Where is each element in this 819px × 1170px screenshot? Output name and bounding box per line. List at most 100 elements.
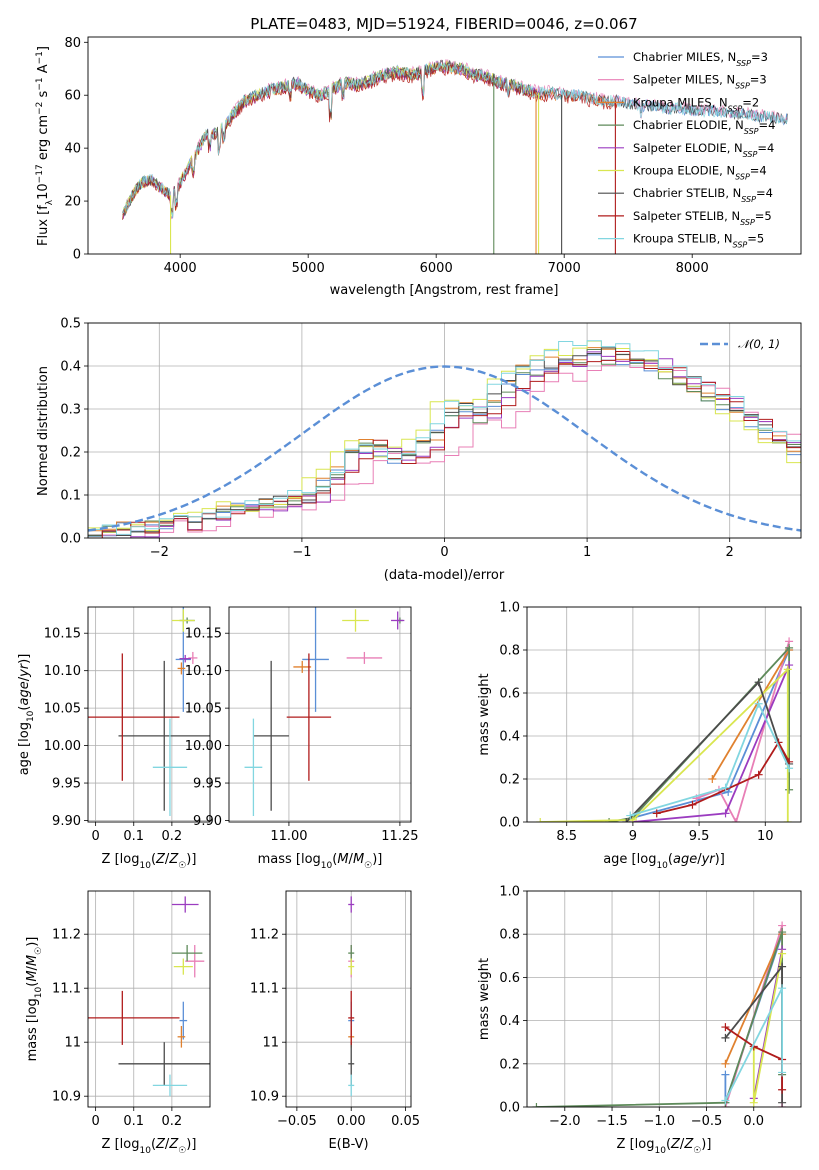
plot-area	[536, 637, 794, 822]
y-tick-label: 0.1	[60, 489, 81, 504]
x-tick-label: −1	[292, 545, 311, 560]
y-tick-label: 9.90	[193, 814, 222, 829]
label-part: age [log	[603, 852, 656, 867]
weight-marker	[626, 811, 635, 820]
grid-lines	[88, 891, 210, 1107]
weight-marker	[622, 818, 631, 822]
y-tick-label: 10.00	[44, 739, 81, 754]
histogram-step	[88, 340, 801, 533]
ticks: 4000 5000 6000 7000 8000 0 20 40 60 80	[64, 36, 708, 276]
weight-marker	[778, 949, 787, 958]
y-tick-label: 9.95	[193, 777, 222, 792]
label-part: wavelength [Angstrom, rest frame]	[330, 283, 559, 298]
label-part: Z	[155, 1137, 166, 1152]
x-axis-label: Z [log10(Z/Z☉)]	[102, 1137, 197, 1156]
y-axis-label: Normed distribution	[36, 366, 51, 496]
label-part: )]	[715, 852, 725, 867]
x-tick-label: −0.5	[691, 1114, 723, 1129]
x-tick-label: 0	[91, 1114, 99, 1129]
histogram-step	[88, 351, 801, 538]
y-tick-label: 10.05	[185, 702, 222, 717]
axes-frame	[526, 606, 802, 823]
y-tick-label: 11	[262, 1036, 279, 1051]
y-tick-label: 11.1	[250, 982, 279, 997]
label-part: 10	[34, 986, 44, 998]
legend-label-count: =2	[742, 95, 759, 109]
y-tick-label: 1.0	[499, 601, 520, 616]
y-tick-label: 10.10	[185, 664, 222, 679]
legend-label-count: =4	[757, 141, 774, 155]
legend-label-text: Chabrier MILES, N	[633, 50, 736, 64]
x-tick-label: 0.1	[123, 1114, 144, 1129]
weight-marker	[536, 818, 545, 822]
label-part: mass weight	[477, 673, 492, 755]
histogram-step	[88, 360, 801, 538]
x-tick-label: −2.0	[549, 1114, 581, 1129]
label-part: )]	[372, 852, 382, 867]
legend-label-subscript: SSP	[735, 172, 750, 181]
y-tick-label: 0.3	[60, 403, 81, 418]
weight-vs-metallicity-panel: −2.0 −1.5 −1.0 −0.5 0.0 0.0 0.2 0.4 0.6 0.8 1.0 Z […	[477, 885, 802, 1156]
y-tick-label: 0.2	[499, 773, 520, 788]
label-part: Z	[670, 1137, 681, 1152]
y-tick-label: 1.0	[499, 885, 520, 900]
label-part: ☉	[364, 861, 372, 871]
legend-label-count: =4	[750, 164, 767, 178]
axes-frame	[87, 36, 802, 255]
y-tick-label: 9.95	[52, 777, 81, 792]
weight-marker	[785, 643, 794, 652]
label-part: )]	[25, 937, 40, 947]
axes-frame	[87, 322, 802, 539]
y-tick-label: 0.4	[499, 1014, 520, 1029]
weight-marker	[532, 1103, 541, 1107]
label-part: Z	[168, 852, 179, 867]
label-part: ☉	[693, 1146, 701, 1156]
legend-label: Salpeter MILES, NSSP=3	[633, 73, 767, 91]
label-part: E(B-V)	[328, 1137, 368, 1152]
weight-marker	[652, 809, 661, 818]
label-part: yr	[701, 852, 717, 867]
label-part: /	[349, 852, 354, 867]
y-tick-label: 0.8	[499, 928, 520, 943]
label-part: (	[17, 706, 32, 711]
y-tick-label: 0.6	[499, 971, 520, 986]
label-part: erg cm	[36, 115, 51, 164]
label-part: /	[680, 1137, 685, 1152]
y-tick-label: 0.5	[60, 317, 81, 332]
spectrum-line	[122, 60, 539, 220]
y-tick-label: 80	[64, 36, 81, 51]
label-part: 10	[656, 861, 668, 871]
grid-lines	[286, 891, 411, 1107]
weight-line	[696, 641, 790, 822]
label-part: )]	[186, 852, 196, 867]
ticks: −2.0 −1.5 −1.0 −0.5 0.0 0.0 0.2 0.4 0.6 0.8 1.0	[499, 885, 764, 1130]
legend-label-text: Chabrier ELODIE, N	[633, 118, 744, 132]
normal-curve	[88, 365, 801, 532]
x-tick-label: 0.05	[391, 1114, 420, 1129]
x-tick-label: 0.2	[162, 829, 183, 844]
legend-label-subscript: SSP	[728, 104, 743, 113]
axes-frame	[285, 890, 412, 1108]
axes-frame	[526, 890, 802, 1108]
plot-area	[88, 340, 801, 538]
y-axis-label: age [log10(age/yr)]	[17, 654, 36, 776]
weight-marker	[721, 809, 730, 818]
legend-label-subscript: SSP	[743, 149, 758, 158]
label-part: −17	[35, 164, 45, 183]
plot-area	[88, 607, 210, 817]
legend-label-count: =5	[747, 232, 764, 246]
y-tick-label: 10.15	[44, 627, 81, 642]
y-tick-label: 0.2	[499, 1057, 520, 1072]
weight-marker	[749, 1098, 758, 1107]
legend-label: 𝒩(0, 1)	[738, 337, 780, 351]
label-part: M	[25, 970, 40, 981]
legend-label-subscript: SSP	[736, 59, 751, 68]
plot-area	[88, 896, 210, 1097]
y-tick-label: 11.1	[52, 982, 81, 997]
label-part: mass [log	[25, 998, 40, 1061]
y-tick-label: 10.9	[250, 1090, 279, 1105]
plot-area	[532, 921, 787, 1107]
label-part: −1	[35, 77, 45, 90]
